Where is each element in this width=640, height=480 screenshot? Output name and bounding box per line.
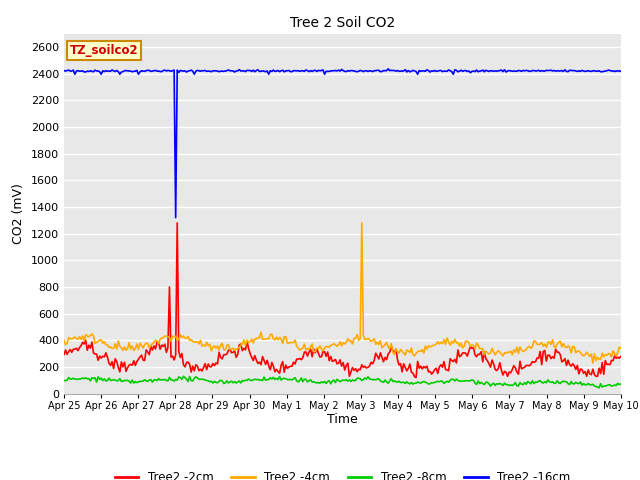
Title: Tree 2 Soil CO2: Tree 2 Soil CO2: [290, 16, 395, 30]
Legend: Tree2 -2cm, Tree2 -4cm, Tree2 -8cm, Tree2 -16cm: Tree2 -2cm, Tree2 -4cm, Tree2 -8cm, Tree…: [110, 466, 575, 480]
Text: TZ_soilco2: TZ_soilco2: [70, 44, 138, 58]
Y-axis label: CO2 (mV): CO2 (mV): [12, 183, 26, 244]
X-axis label: Time: Time: [327, 413, 358, 426]
